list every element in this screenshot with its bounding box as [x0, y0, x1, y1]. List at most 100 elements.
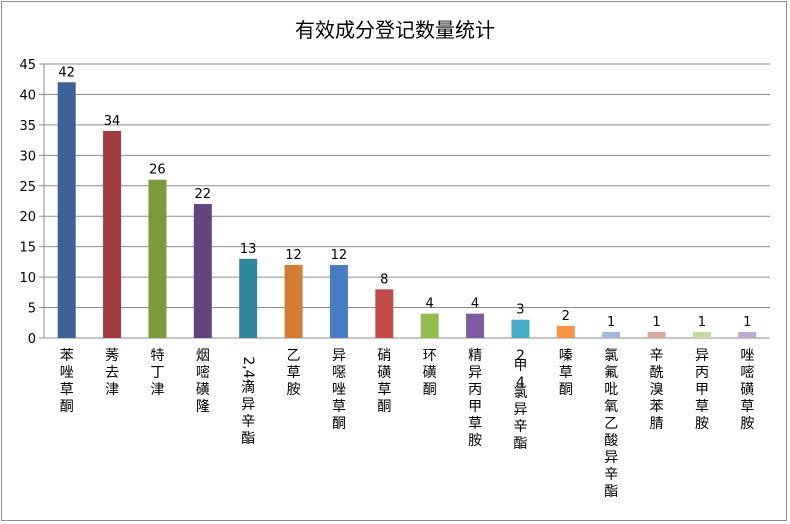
y-tick-label: 30 — [19, 149, 36, 164]
x-category-label-part: 酮 — [423, 382, 437, 398]
data-labels: 42 34 26 22 13 12 12 8 4 4 3 2 1 1 1 1 — [58, 65, 751, 330]
x-category-label-part: 隆 — [196, 399, 210, 415]
bar — [420, 313, 439, 338]
x-category-label: 莠去津 — [105, 348, 119, 398]
y-tick-label: 45 — [19, 58, 36, 73]
x-category-label-part: 嘧 — [196, 364, 210, 381]
x-category-label-part: 辛 — [650, 348, 664, 364]
x-axis-categories: 苯唑草酮莠去津特丁津烟嘧磺隆2,4-滴异辛酯乙草胺异噁唑草酮硝磺草酮环磺酮精异丙… — [60, 347, 755, 500]
x-category-label-part: 异 — [604, 450, 618, 466]
x-category-label-part: 去 — [105, 365, 119, 381]
y-tick-label: 35 — [19, 119, 36, 134]
x-category-label: 嗪草酮 — [559, 348, 573, 398]
data-label: 1 — [743, 315, 751, 330]
data-label: 12 — [285, 248, 302, 263]
bar — [602, 331, 621, 338]
x-category-label-part: 辛 — [513, 419, 527, 435]
x-category-label-part: 胺 — [695, 416, 709, 432]
x-category-label-part: 酰 — [650, 365, 664, 381]
x-category-label-part: 异 — [332, 348, 346, 364]
x-category-label-part: 胺 — [740, 416, 754, 432]
data-label: 12 — [331, 248, 348, 263]
x-category-label-part: 草 — [287, 365, 301, 381]
y-tick-label: 25 — [19, 180, 36, 195]
x-category-label-part: 丁 — [150, 365, 164, 381]
bar — [57, 82, 76, 339]
x-category-label-part: 磺 — [196, 382, 210, 398]
x-category-label-part: 丙 — [695, 365, 709, 381]
x-category-label-part: 吡 — [604, 382, 618, 398]
x-category-label-part: 嗪 — [559, 348, 573, 364]
x-category-label-part: 磺 — [740, 382, 754, 398]
bar — [239, 258, 258, 338]
y-tick-label: 40 — [19, 88, 36, 103]
x-category-label-part: 胺 — [287, 382, 301, 398]
data-label: 26 — [149, 163, 166, 178]
bar — [511, 319, 530, 338]
data-label: 22 — [195, 187, 212, 202]
x-category-label-part: 酯 — [513, 436, 527, 452]
x-category-label-part: 草 — [695, 399, 709, 415]
data-label: 13 — [240, 242, 257, 257]
x-category-label-part: 辛 — [604, 467, 618, 483]
x-category-label-part: 异 — [468, 365, 482, 381]
x-category-label-part: 唑 — [740, 348, 754, 364]
data-label: 2 — [562, 309, 570, 324]
x-category-label-part: 磺 — [377, 365, 391, 381]
x-category-label-part: 4 — [516, 375, 525, 391]
x-category-label-part: 噁 — [332, 365, 346, 381]
x-category-label-part: 异 — [695, 348, 709, 364]
data-label: 4 — [471, 297, 479, 312]
y-tick-label: 0 — [28, 332, 36, 347]
bar — [329, 264, 348, 338]
x-category-label-part: 草 — [468, 416, 482, 432]
x-category-label-part: 酮 — [377, 399, 391, 415]
x-category-label-part: 唑 — [332, 382, 346, 398]
data-label: 42 — [58, 65, 75, 80]
x-category-label-part: 甲 — [468, 399, 482, 415]
x-category-label-part: 乙 — [287, 348, 301, 364]
data-label: 4 — [426, 297, 434, 312]
x-category-label-part: 精 — [468, 348, 482, 364]
x-category-label-part: 氟 — [604, 365, 618, 381]
x-category-label-part: 2,4- — [240, 356, 256, 383]
x-category-label-part: 津 — [105, 382, 119, 398]
x-category-label-part: 嘧 — [740, 364, 754, 381]
bar — [692, 331, 711, 338]
x-category-label-part: 津 — [150, 382, 164, 398]
x-category-label: 环磺酮 — [423, 348, 437, 398]
x-category-label-part: 酮 — [559, 382, 573, 398]
x-category-label-part: 酯 — [604, 484, 618, 500]
bar — [284, 264, 303, 338]
x-category-label-part: 腈 — [650, 416, 664, 432]
data-label: 8 — [380, 272, 388, 287]
x-category-label-part: 草 — [377, 382, 391, 398]
x-category-label-part: 滴 — [241, 379, 255, 396]
x-category-label-part: 氯 — [513, 385, 527, 401]
x-category-label-part: 苯 — [60, 347, 74, 364]
x-category-label-part: 环 — [423, 348, 437, 364]
bar — [556, 325, 575, 338]
x-category-label-part: 胺 — [468, 433, 482, 449]
bar — [375, 289, 394, 338]
x-category-label-part: 烟 — [196, 348, 210, 364]
x-category-label-part: 溴 — [650, 382, 664, 398]
x-category-label-part: 2 — [516, 348, 525, 364]
data-label: 1 — [698, 315, 706, 330]
y-tick-label: 20 — [19, 210, 36, 225]
x-category-label-part: 特 — [150, 348, 164, 364]
x-category-label-part: 草 — [60, 382, 74, 398]
x-category-label-part: 酯 — [241, 431, 255, 447]
x-category-label-part: 唑 — [60, 365, 74, 381]
x-category-label: 特丁津 — [150, 348, 164, 398]
